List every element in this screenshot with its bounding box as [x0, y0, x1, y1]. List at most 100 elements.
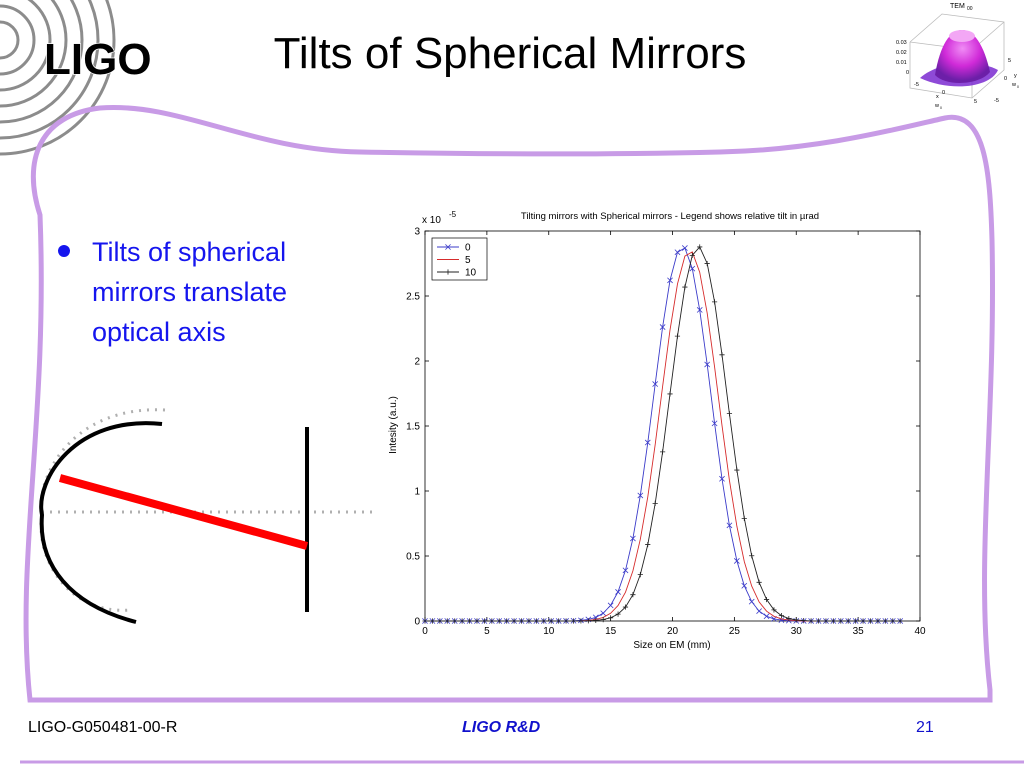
spherical-mirror	[39, 421, 163, 624]
data-point-10	[652, 500, 658, 506]
ligo-logo: LIGO	[44, 35, 152, 84]
data-point-10	[615, 611, 621, 617]
data-point-0	[600, 610, 607, 617]
intensity-chart: Tilting mirrors with Spherical mirrors -…	[388, 210, 926, 651]
data-point-10	[786, 615, 792, 622]
legend-box	[431, 237, 488, 281]
data-point-10	[518, 618, 525, 624]
x-tick-label: 25	[729, 626, 741, 637]
surface-ytick-2: 5	[1008, 58, 1011, 64]
data-point-10	[556, 618, 562, 624]
data-point-10	[593, 617, 599, 624]
x-axis-label: Size on EM (mm)	[633, 640, 710, 651]
surface-ztick-2: 0.01	[896, 60, 907, 66]
data-point-10	[645, 541, 651, 548]
data-point-0	[696, 307, 703, 313]
y-exponent-power: -5	[449, 210, 457, 219]
data-point-10	[481, 618, 487, 624]
data-point-0	[622, 567, 629, 574]
data-point-10	[570, 618, 577, 624]
data-point-0	[637, 492, 644, 499]
surface-xtick-0: -5	[914, 82, 919, 88]
data-point-10	[608, 615, 614, 621]
data-point-10	[845, 618, 851, 624]
legend-label-10: 10	[465, 268, 477, 279]
data-point-0	[630, 535, 636, 542]
data-point-10	[630, 592, 636, 598]
data-point-10	[838, 618, 844, 624]
data-point-0	[607, 602, 614, 609]
y-tick-label: 0.5	[406, 552, 420, 563]
data-point-10	[637, 571, 643, 578]
x-tick-label: 35	[853, 626, 865, 637]
data-point-10	[875, 618, 881, 624]
data-point-0	[652, 381, 659, 387]
surface-xtick-2: 5	[974, 99, 977, 105]
y-tick-label: 2	[414, 357, 420, 368]
surface-title-subscript: 00	[967, 6, 973, 12]
page-title: Tilts of Spherical Mirrors	[273, 29, 747, 78]
legend-label-5: 5	[465, 255, 471, 266]
data-point-10	[749, 553, 755, 559]
data-point-10	[548, 618, 554, 624]
data-point-10	[511, 618, 517, 624]
data-point-10	[830, 618, 836, 624]
data-point-0	[689, 265, 696, 272]
data-point-10	[622, 604, 629, 610]
data-point-0	[704, 361, 711, 368]
legend-marker-0	[445, 244, 451, 250]
mirror-diagram	[39, 408, 375, 624]
y-tick-label: 3	[414, 227, 420, 238]
x-tick-label: 40	[914, 626, 926, 637]
bullet-dot-icon	[58, 245, 70, 257]
data-point-0	[763, 613, 770, 620]
data-point-10	[801, 617, 807, 624]
data-point-0	[733, 558, 740, 564]
x-tick-label: 20	[667, 626, 679, 637]
data-point-10	[890, 618, 896, 624]
legend-marker-10	[445, 269, 451, 275]
footer-center-label: LIGO R&D	[462, 719, 541, 736]
y-tick-label: 0	[414, 617, 420, 628]
surface-xlabel: x	[936, 94, 939, 100]
data-point-10	[756, 579, 762, 585]
surface-ztick-0: 0.03	[896, 40, 907, 46]
surface-xlabel-sub: w	[934, 103, 939, 109]
data-point-10	[815, 618, 822, 624]
footer-document-id: LIGO-G050481-00-R	[28, 719, 178, 736]
data-point-10	[778, 613, 784, 619]
y-tick-label: 2.5	[406, 292, 420, 303]
data-point-10	[466, 618, 473, 624]
data-point-10	[882, 618, 888, 624]
data-point-0	[615, 589, 621, 595]
y-tick-label: 1	[414, 487, 420, 498]
x-tick-label: 0	[422, 626, 428, 637]
surface-ylabel-sub2: 0	[1017, 85, 1019, 89]
x-tick-label: 15	[605, 626, 617, 637]
data-point-10	[489, 618, 495, 624]
data-point-0	[659, 324, 666, 330]
data-point-10	[711, 299, 718, 305]
surface-ylabel-sub: w	[1011, 82, 1016, 88]
data-point-10	[674, 333, 681, 339]
data-point-10	[459, 618, 465, 624]
y-exponent-label: x 10	[422, 215, 441, 226]
data-point-10	[704, 260, 710, 267]
data-point-0	[756, 608, 763, 614]
data-point-10	[533, 618, 539, 624]
data-point-10	[585, 618, 591, 624]
surface-title: TEM	[950, 3, 965, 10]
x-tick-label: 5	[484, 626, 490, 637]
y-axis-label: Intesity (a.u.)	[388, 396, 399, 454]
page-number: 21	[916, 719, 934, 736]
data-point-0	[644, 439, 651, 446]
x-tick-label: 10	[543, 626, 555, 637]
data-point-10	[660, 449, 666, 455]
surface-top	[949, 30, 975, 42]
data-point-10	[496, 618, 502, 624]
surface-ztick-1: 0.02	[896, 50, 907, 56]
data-point-0	[681, 245, 688, 251]
data-point-10	[452, 618, 458, 624]
